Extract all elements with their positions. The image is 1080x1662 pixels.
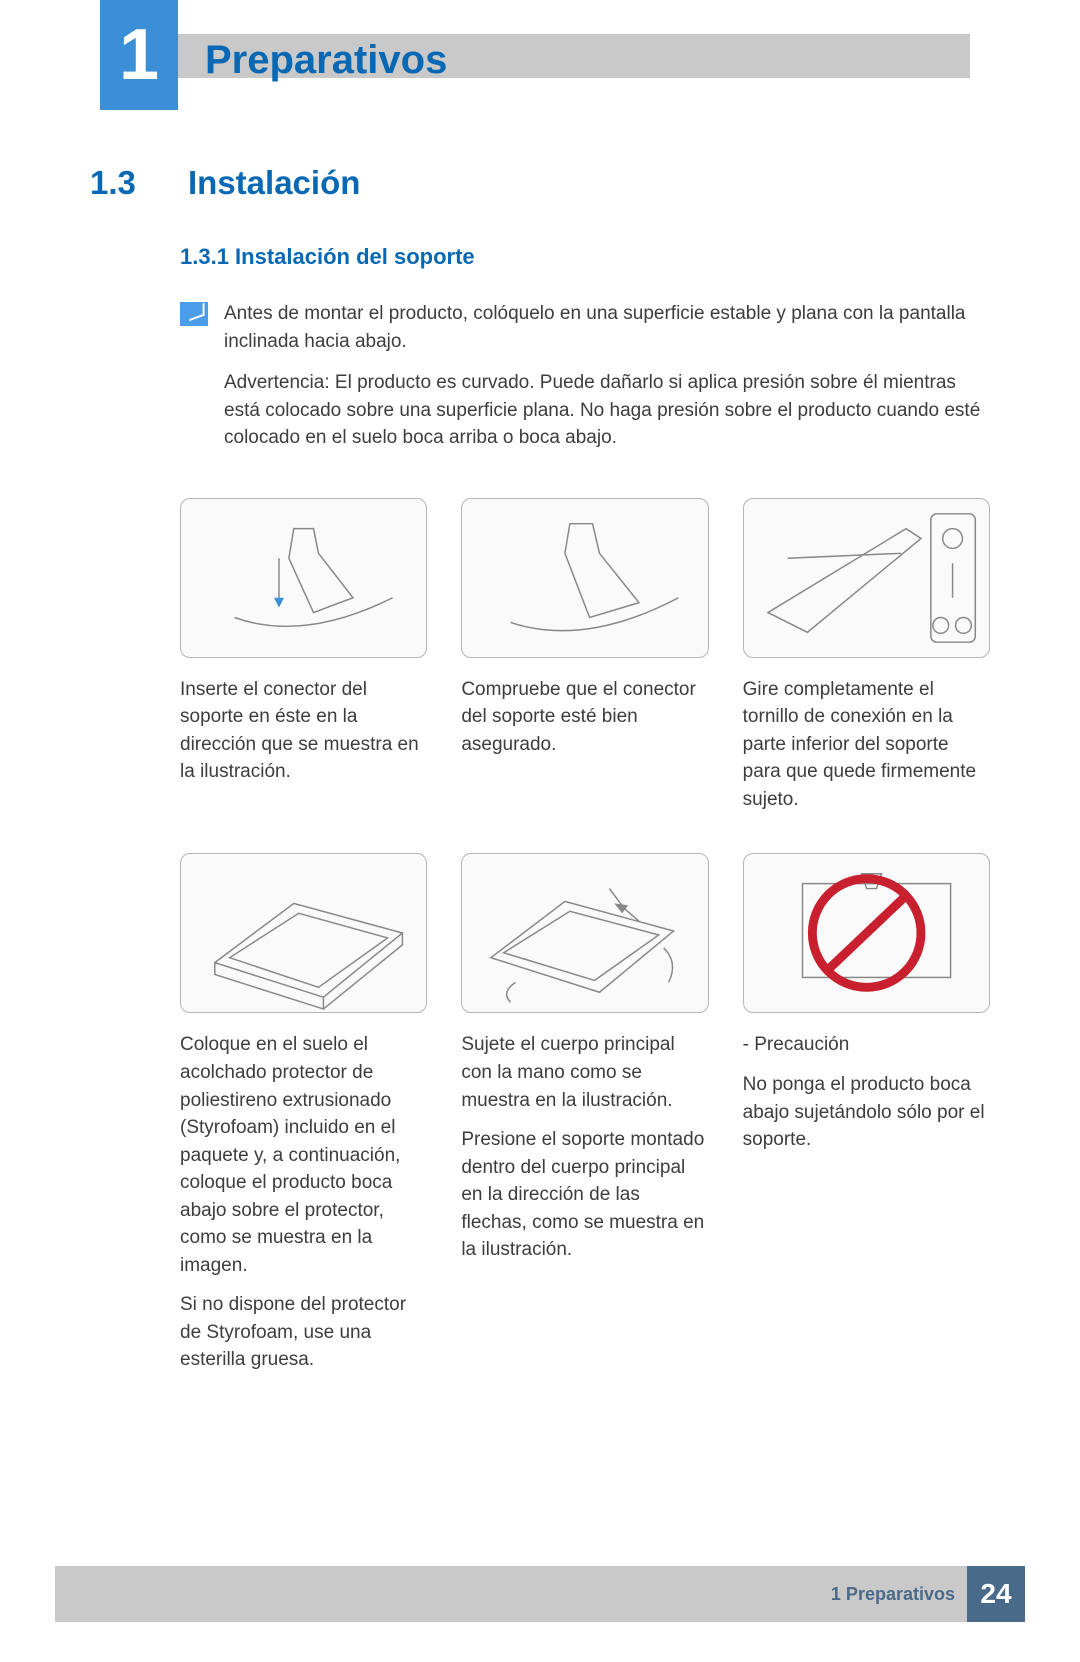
step-cell-2: Compruebe que el conector del soporte es… (461, 498, 708, 826)
note-text: Antes de montar el producto, colóquelo e… (224, 300, 990, 466)
step-cell-6: - Precaución No ponga el producto boca a… (743, 853, 990, 1386)
step-text-3: Gire completamente el tornillo de conexi… (743, 676, 990, 814)
chapter-number: 1 (119, 14, 159, 96)
step-paragraph: - Precaución (743, 1031, 990, 1059)
step-cell-5: Sujete el cuerpo principal con la mano c… (461, 853, 708, 1386)
chapter-title: Preparativos (205, 38, 447, 83)
step-text-2: Compruebe que el conector del soporte es… (461, 676, 708, 759)
step-paragraph: Coloque en el suelo el acolchado protect… (180, 1031, 427, 1279)
step-paragraph: Sujete el cuerpo principal con la mano c… (461, 1031, 708, 1114)
footer-label: 1 Preparativos (831, 1584, 955, 1605)
step-paragraph: No ponga el producto boca abajo sujetánd… (743, 1071, 990, 1154)
step-text-4: Coloque en el suelo el acolchado protect… (180, 1031, 427, 1374)
step-text-6: - Precaución No ponga el producto boca a… (743, 1031, 990, 1153)
note-paragraph: Advertencia: El producto es curvado. Pue… (224, 369, 990, 452)
step-figure-3 (743, 498, 990, 658)
page-footer: 1 Preparativos 24 (55, 1566, 1025, 1622)
subsection-heading: 1.3.1 Instalación del soporte (180, 244, 990, 270)
note-paragraph: Antes de montar el producto, colóquelo e… (224, 300, 990, 355)
step-cell-3: Gire completamente el tornillo de conexi… (743, 498, 990, 826)
steps-grid: Inserte el conector del soporte en éste … (180, 498, 990, 1386)
step-cell-1: Inserte el conector del soporte en éste … (180, 498, 427, 826)
chapter-badge: 1 (100, 0, 178, 110)
page-number-box: 24 (967, 1566, 1025, 1622)
step-figure-6 (743, 853, 990, 1013)
step-cell-4: Coloque en el suelo el acolchado protect… (180, 853, 427, 1386)
step-figure-4 (180, 853, 427, 1013)
page-content: 1.3 Instalación 1.3.1 Instalación del so… (0, 164, 1080, 1386)
page-number: 24 (980, 1578, 1011, 1610)
step-text-1: Inserte el conector del soporte en éste … (180, 676, 427, 786)
note-block: Antes de montar el producto, colóquelo e… (180, 300, 990, 466)
subsection-label: 1.3.1 Instalación del soporte (180, 244, 475, 269)
step-paragraph: Presione el soporte montado dentro del c… (461, 1126, 708, 1264)
step-paragraph: Inserte el conector del soporte en éste … (180, 676, 427, 786)
step-figure-2 (461, 498, 708, 658)
step-figure-5 (461, 853, 708, 1013)
section-title: Instalación (188, 164, 360, 202)
chapter-header: 1 Preparativos (0, 0, 1080, 44)
step-figure-1 (180, 498, 427, 658)
step-paragraph: Gire completamente el tornillo de conexi… (743, 676, 990, 814)
step-paragraph: Si no dispone del protector de Styrofoam… (180, 1291, 427, 1374)
section-number: 1.3 (90, 164, 160, 202)
step-paragraph: Compruebe que el conector del soporte es… (461, 676, 708, 759)
note-icon (180, 302, 208, 326)
step-text-5: Sujete el cuerpo principal con la mano c… (461, 1031, 708, 1263)
section-heading: 1.3 Instalación (90, 164, 990, 202)
